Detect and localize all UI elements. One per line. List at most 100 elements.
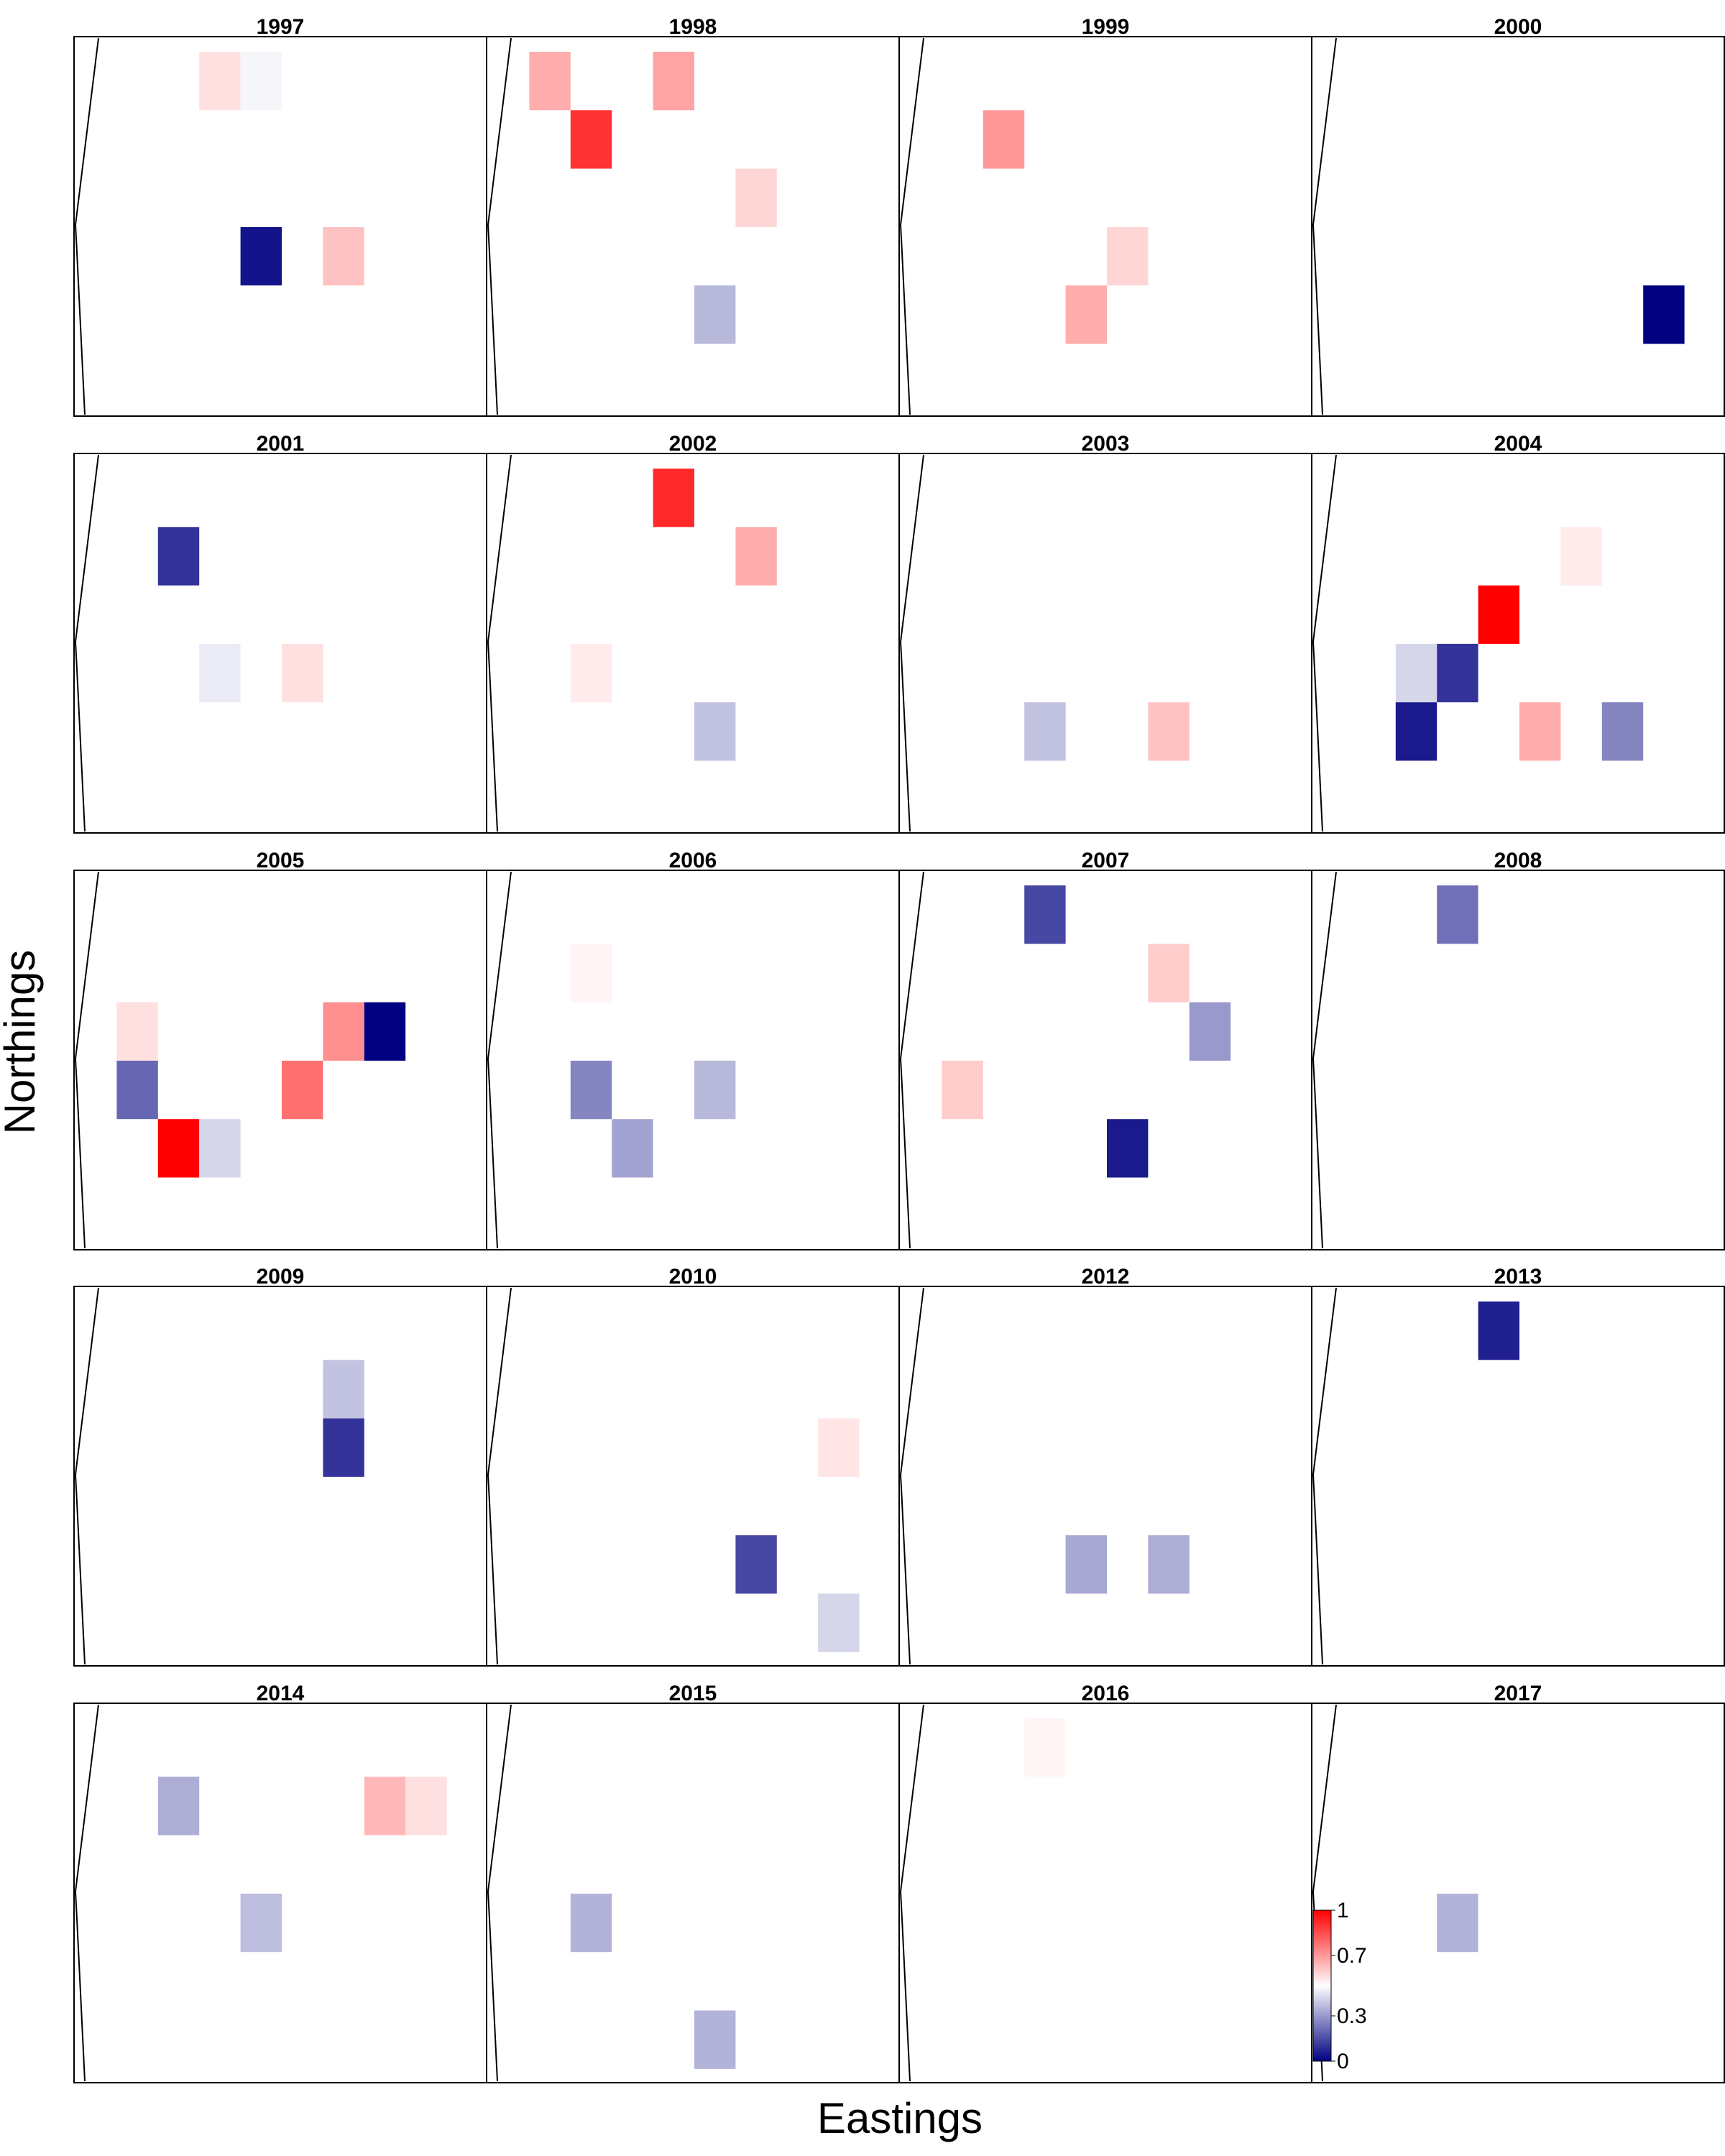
colorbar-tick-label: 0.3 (1337, 2004, 1367, 2028)
boundary-line (487, 871, 512, 1249)
panel-cells (735, 1418, 860, 1652)
boundary-line (487, 454, 512, 832)
heatmap-cell (1437, 643, 1478, 703)
panel-2009: 2009 (73, 1265, 487, 1667)
panel-2001: 2001 (73, 432, 487, 834)
panel-2014: 2014 (73, 1682, 487, 2083)
heatmap-cell (364, 1777, 406, 1835)
panel-1998: 1998 (486, 15, 900, 417)
panel-cells (116, 1002, 406, 1178)
boundary-line (1312, 871, 1337, 1249)
heatmap-cell (323, 1418, 364, 1477)
boundary-line (1312, 1287, 1337, 1665)
panel-frame (1311, 453, 1725, 834)
heatmap-cell (570, 110, 612, 169)
panel-cells (199, 52, 364, 286)
panel-frame (1311, 1286, 1725, 1667)
panel-title: 2002 (669, 432, 717, 456)
x-axis-label: Eastings (817, 2094, 983, 2142)
boundary-line (899, 37, 924, 415)
heatmap-cell (983, 110, 1025, 169)
heatmap-cell (157, 1119, 200, 1178)
panel-frame (486, 870, 900, 1250)
heatmap-cell (612, 1119, 653, 1178)
panel-frame (73, 1286, 487, 1667)
heatmap-cell (157, 1777, 200, 1835)
heatmap-cell (323, 1002, 364, 1061)
panel-frame (1311, 36, 1725, 417)
heatmap-cell (1107, 1119, 1149, 1178)
panel-title: 2006 (669, 849, 717, 872)
panel-title: 2009 (257, 1265, 305, 1289)
panel-frame (1311, 1703, 1725, 2083)
heatmap-cell (199, 52, 241, 111)
panel-2004: 2004 (1311, 432, 1725, 834)
panel-title: 2017 (1494, 1682, 1542, 1705)
panel-2013: 2013 (1311, 1265, 1725, 1667)
panel-frame (73, 1703, 487, 2083)
heatmap-cell (694, 1060, 736, 1120)
panel-title: 2007 (1082, 849, 1130, 872)
panel-cells (529, 52, 777, 344)
panel-title: 2014 (257, 1682, 305, 1705)
heatmap-cell (1107, 226, 1149, 286)
panel-title: 2010 (669, 1265, 717, 1289)
panel-2015: 2015 (486, 1682, 900, 2083)
panel-title: 2004 (1494, 432, 1542, 456)
colorbar-legend: 1 0.7 0.3 0 (1312, 1899, 1367, 2073)
heatmap-cell (1148, 702, 1190, 761)
heatmap-cell (570, 944, 612, 1003)
panel-cells (1395, 527, 1644, 761)
panel-frame (1311, 870, 1725, 1250)
panel-2008: 2008 (1311, 849, 1725, 1250)
heatmap-cell (1189, 1002, 1231, 1061)
heatmap-cell (1519, 702, 1561, 761)
heatmap-cell (1065, 1535, 1107, 1594)
panel-cells (1437, 1893, 1478, 1953)
panel-cells (1024, 702, 1190, 761)
heatmap-cell (240, 1893, 282, 1953)
panel-2016: 2016 (898, 1682, 1312, 2083)
boundary-line (74, 871, 99, 1249)
heatmap-cell (694, 285, 736, 344)
boundary-line (487, 1287, 512, 1665)
panel-title: 2008 (1494, 849, 1542, 872)
heatmap-cell (1065, 285, 1107, 344)
panel-title: 2000 (1494, 15, 1542, 39)
heatmap-cell (735, 1535, 777, 1594)
heatmap-cell (282, 1060, 323, 1120)
heatmap-cell (240, 226, 282, 286)
y-axis-label: Northings (0, 950, 44, 1135)
heatmap-cell (199, 1119, 241, 1178)
panel-frame (898, 453, 1312, 834)
colorbar-tick-label: 1 (1337, 1899, 1349, 1922)
panel-cells (157, 527, 323, 703)
heatmap-cell (1395, 702, 1438, 761)
heatmap-cell (157, 527, 200, 586)
panel-2012: 2012 (898, 1265, 1312, 1667)
boundary-line (899, 1287, 924, 1665)
panel-2017: 2017 (1311, 1682, 1725, 2083)
boundary-line (899, 871, 924, 1249)
panel-2003: 2003 (898, 432, 1312, 834)
panel-title: 2016 (1082, 1682, 1130, 1705)
heatmap-cell (570, 1893, 612, 1953)
heatmap-cell (1643, 285, 1685, 344)
heatmap-cell (282, 643, 323, 703)
boundary-line (1312, 37, 1337, 415)
heatmap-cell (653, 469, 694, 528)
heatmap-cell (942, 1060, 983, 1120)
heatmap-cell (570, 1060, 612, 1120)
boundary-line (1312, 454, 1337, 832)
panel-title: 2015 (669, 1682, 717, 1705)
panel-title: 2003 (1082, 432, 1130, 456)
panel-2000: 2000 (1311, 15, 1725, 417)
panel-title: 2005 (257, 849, 305, 872)
panel-2006: 2006 (486, 849, 900, 1250)
heatmap-cell (735, 168, 777, 227)
panel-frame (898, 870, 1312, 1250)
heatmap-cell (694, 702, 736, 761)
boundary-line (74, 454, 99, 832)
boundary-line (899, 454, 924, 832)
